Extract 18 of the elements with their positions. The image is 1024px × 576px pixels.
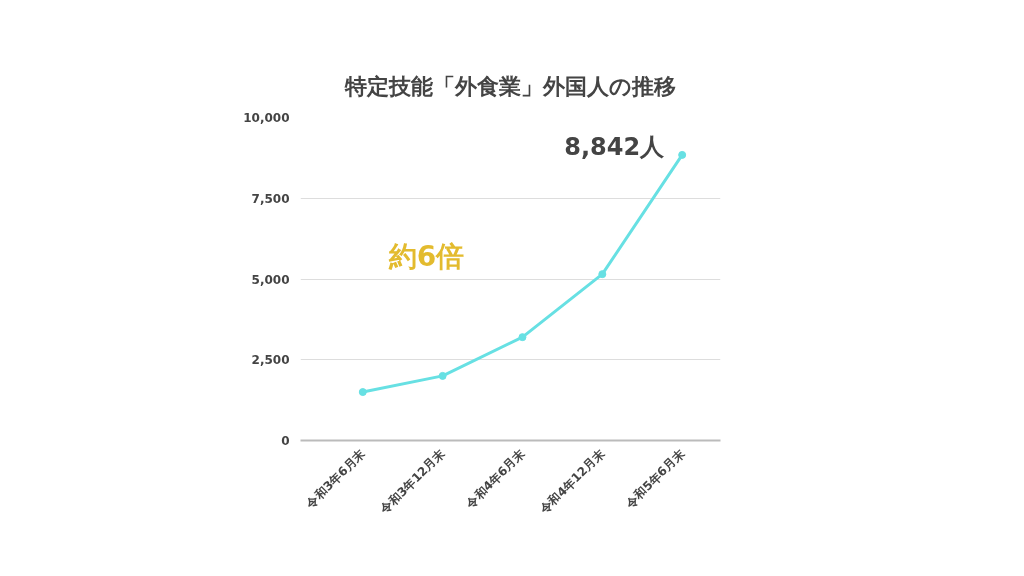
point	[598, 270, 607, 279]
y-tick-label: 5,000	[251, 272, 290, 287]
x-tick-label: 令和4年12月末	[536, 445, 608, 518]
point	[358, 388, 367, 397]
point	[518, 333, 527, 342]
x-tick-label: 令和4年6月末	[462, 445, 529, 512]
y-tick-label: 0	[281, 434, 290, 448]
x-tick-label: 令和3年12月末	[376, 445, 449, 518]
y-tick-label: 2,500	[251, 353, 290, 368]
y-tick-label: 7,500	[251, 191, 290, 206]
x-tick-label: 令和5年6月末	[622, 445, 688, 512]
x-tick-label: 令和3年6月末	[302, 445, 369, 512]
annotation: 約6倍	[387, 239, 465, 273]
point	[438, 371, 447, 380]
chart-title: 特定技能「外食業」外国人の推移	[344, 73, 676, 99]
point	[678, 150, 687, 159]
annotation: 8,842人	[564, 132, 666, 161]
y-tick-label: 10,000	[243, 111, 290, 125]
